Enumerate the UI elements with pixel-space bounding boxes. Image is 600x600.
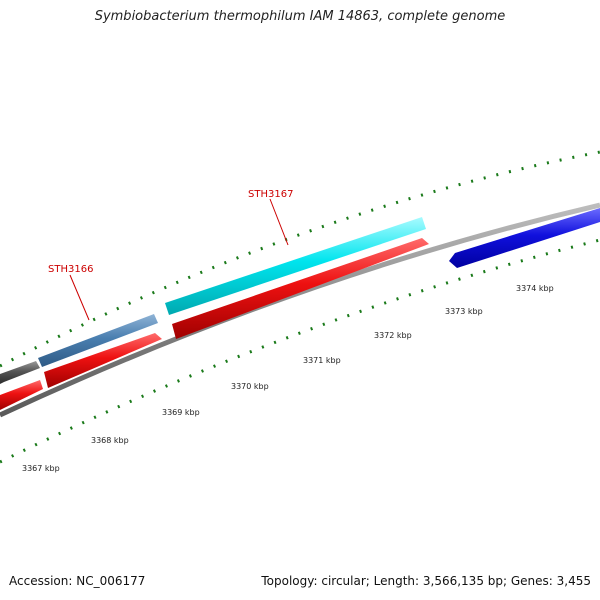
tick-label-3368: 3368 kbp	[91, 436, 129, 445]
tick-label-3374: 3374 kbp	[516, 284, 554, 293]
gene-sth3166	[38, 314, 158, 367]
tick-label-3370: 3370 kbp	[231, 382, 269, 391]
genome-backbone	[0, 202, 600, 418]
gene-gray-outer	[0, 361, 40, 384]
leader-sth3166	[69, 274, 90, 321]
gene-label-sth3166: STH3166	[48, 264, 93, 275]
tick-label-3373: 3373 kbp	[445, 307, 483, 316]
gene-red-middle	[44, 333, 162, 388]
gene-red-left	[0, 380, 43, 410]
leader-sth3167	[269, 198, 289, 246]
tick-label-3371: 3371 kbp	[303, 356, 341, 365]
inner-tick-row	[0, 238, 600, 464]
tick-label-3372: 3372 kbp	[374, 331, 412, 340]
gene-sth3167	[165, 217, 426, 315]
gene-blue	[449, 208, 600, 268]
tick-label-3367: 3367 kbp	[22, 464, 60, 473]
tick-label-3369: 3369 kbp	[162, 408, 200, 417]
gene-red-right	[172, 238, 429, 339]
gene-label-sth3167: STH3167	[248, 189, 293, 200]
accession-text: Accession: NC_006177	[9, 574, 146, 588]
map-title: Symbiobacterium thermophilum IAM 14863, …	[94, 9, 506, 24]
genome-summary-text: Topology: circular; Length: 3,566,135 bp…	[261, 574, 591, 588]
